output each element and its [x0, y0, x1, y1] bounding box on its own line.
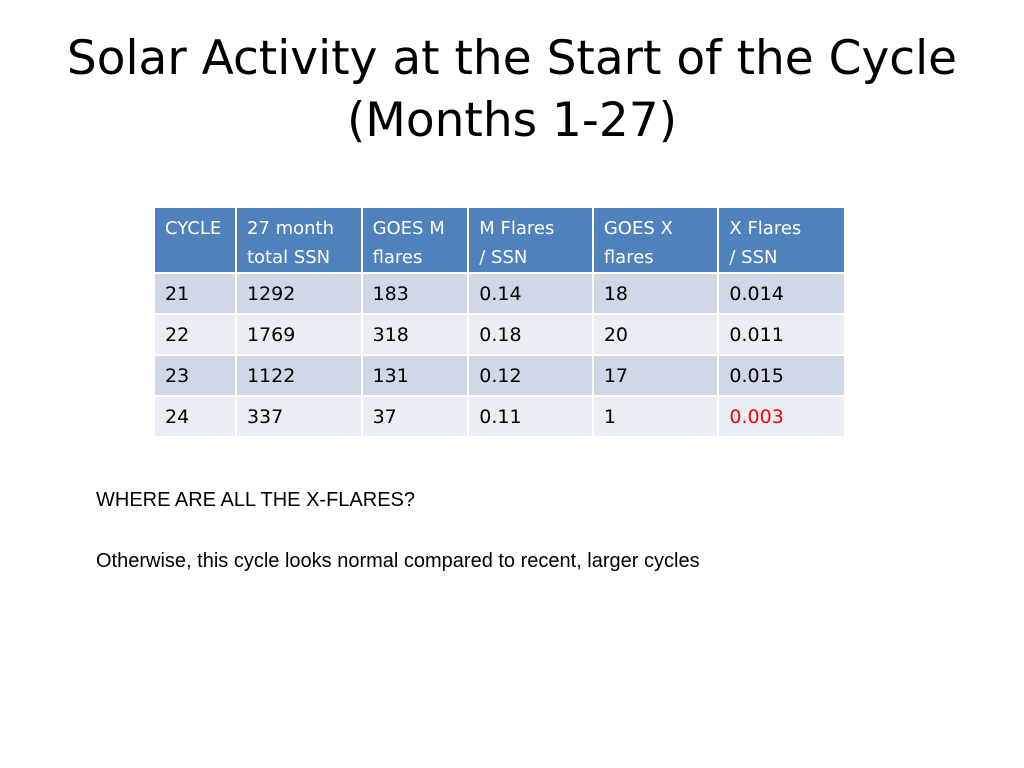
cell-total-ssn: 337 [234, 395, 363, 438]
cell-goes-m-flares: 131 [360, 354, 470, 397]
cell-x-flares-per-ssn: 0.014 [717, 272, 846, 315]
header-m-flares-per-ssn: M Flares / SSN [467, 206, 594, 274]
cell-goes-m-flares: 183 [360, 272, 470, 315]
header-line-2: flares [603, 247, 654, 268]
table-row: 23 1122 131 0.12 17 0.015 [153, 354, 846, 397]
cell-cycle: 24 [153, 395, 237, 438]
header-cycle: CYCLE [153, 206, 237, 274]
header-line-2: flares [372, 247, 423, 268]
cell-goes-x-flares: 20 [591, 313, 720, 356]
solar-activity-table: CYCLE 27 month total SSN GOES M flares M F… [153, 206, 846, 438]
header-x-flares-per-ssn: X Flares / SSN [717, 206, 846, 274]
cell-goes-m-flares: 318 [360, 313, 470, 356]
slide-title: Solar Activity at the Start of the Cycle… [66, 31, 958, 148]
table-row: 22 1769 318 0.18 20 0.011 [153, 313, 846, 356]
table-header-row: CYCLE 27 month total SSN GOES M flares M F… [153, 206, 846, 274]
cell-total-ssn: 1769 [234, 313, 363, 356]
header-line-1: GOES M [372, 218, 445, 239]
cell-x-flares-per-ssn: 0.015 [717, 354, 846, 397]
header-line-1: CYCLE [165, 218, 222, 239]
cell-cycle: 23 [153, 354, 237, 397]
cell-m-flares-per-ssn: 0.12 [467, 354, 594, 397]
cell-goes-x-flares: 17 [591, 354, 720, 397]
cell-total-ssn: 1292 [234, 272, 363, 315]
cell-m-flares-per-ssn: 0.14 [467, 272, 594, 315]
cell-m-flares-per-ssn: 0.18 [467, 313, 594, 356]
header-line-2: / SSN [729, 247, 778, 268]
cell-cycle: 21 [153, 272, 237, 315]
header-line-2: total SSN [246, 247, 331, 268]
cell-x-flares-per-ssn: 0.011 [717, 313, 846, 356]
note-question: WHERE ARE ALL THE X-FLARES? [96, 489, 415, 511]
header-line-1: X Flares [729, 218, 802, 239]
header-line-2: / SSN [479, 247, 528, 268]
header-goes-m-flares: GOES M flares [360, 206, 470, 274]
table-row: 21 1292 183 0.14 18 0.014 [153, 272, 846, 315]
cell-goes-x-flares: 1 [591, 395, 720, 438]
header-line-1: M Flares [479, 218, 555, 239]
cell-goes-m-flares: 37 [360, 395, 470, 438]
header-total-ssn: 27 month total SSN [234, 206, 363, 274]
cell-goes-x-flares: 18 [591, 272, 720, 315]
table-row: 24 337 37 0.11 1 0.003 [153, 395, 846, 438]
cell-m-flares-per-ssn: 0.11 [467, 395, 594, 438]
header-goes-x-flares: GOES X flares [591, 206, 720, 274]
cell-total-ssn: 1122 [234, 354, 363, 397]
header-line-1: GOES X [603, 218, 673, 239]
cell-cycle: 22 [153, 313, 237, 356]
note-comment: Otherwise, this cycle looks normal compa… [96, 550, 700, 572]
header-line-1: 27 month [246, 218, 334, 239]
cell-x-flares-per-ssn-highlight: 0.003 [717, 395, 846, 438]
